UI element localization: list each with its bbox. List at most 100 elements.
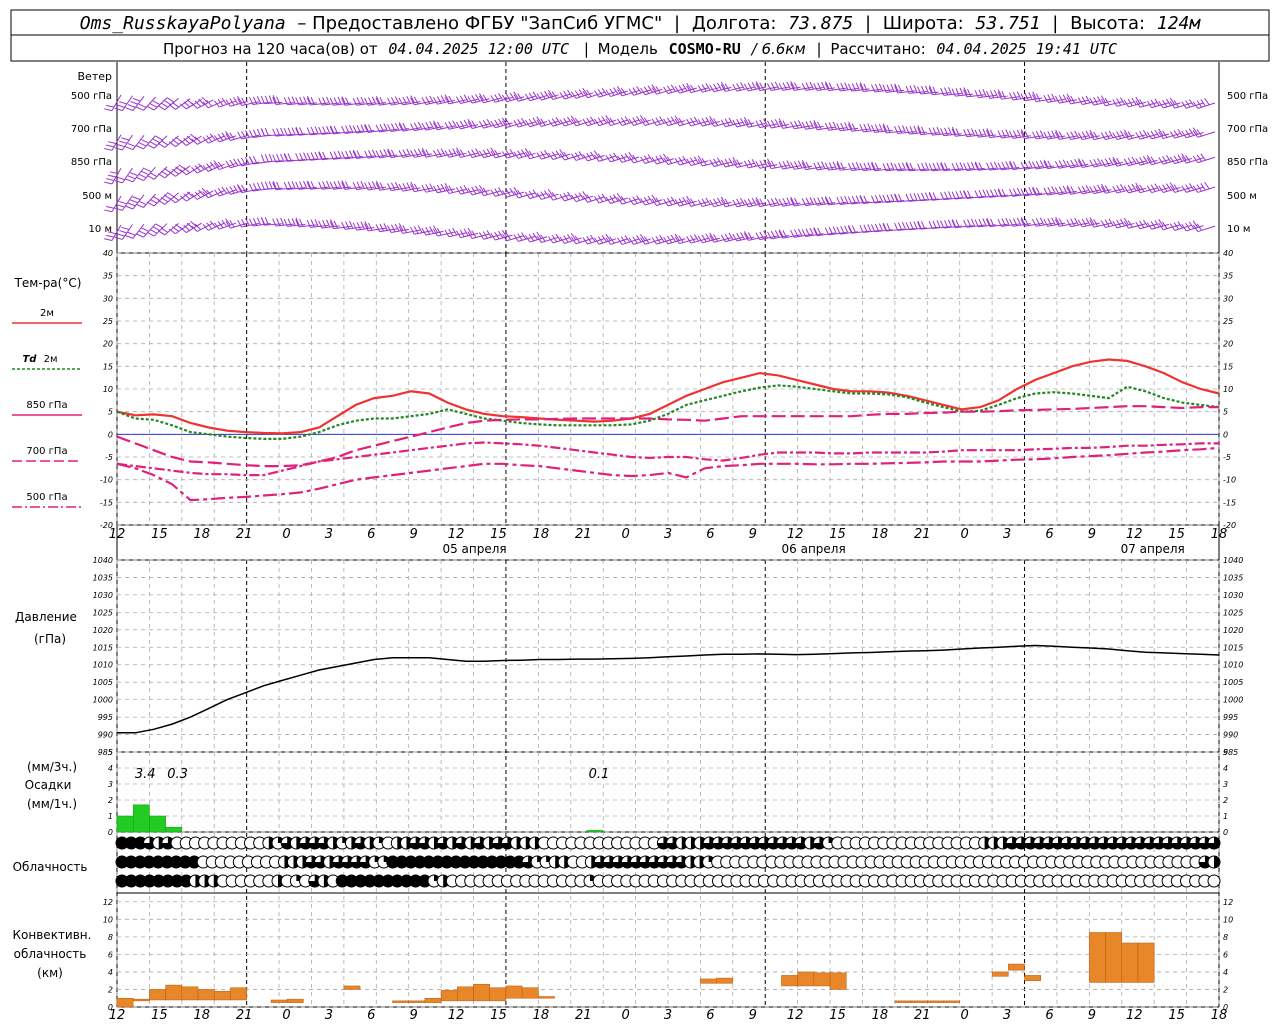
wind-barb-flag (963, 190, 968, 199)
wind-barb-flag (855, 82, 860, 91)
cloud-fill (467, 856, 480, 868)
wind-barb-flag (478, 184, 485, 193)
wind-barb-flag (244, 156, 250, 165)
wind-barb-flag (993, 89, 999, 98)
wind-barb-flag (524, 119, 531, 128)
cloud-symbol (115, 836, 129, 850)
wind-barb-staff (1139, 223, 1158, 230)
wind-barb-flag (778, 121, 784, 129)
cloud-fill (134, 837, 147, 849)
wind-barb-flag (241, 219, 246, 227)
wind-barb-flag (390, 182, 396, 191)
wind-barb-flag (801, 198, 807, 206)
wind-barb-flag (720, 84, 726, 92)
wind-barb-flag (252, 129, 258, 138)
wind-barb-flag (890, 162, 895, 171)
wind-barb-flag (390, 97, 396, 105)
cloud-symbol (124, 874, 138, 888)
y-tick-label-right: 1 (1223, 812, 1228, 821)
wind-barb-flag (264, 217, 269, 225)
cloud-symbol (611, 855, 625, 869)
header: Oms_RusskayaPolyana – Предоставлено ФГБУ… (10, 9, 1270, 62)
wind-barb-flag (536, 152, 542, 160)
y-tick-label-right: 5 (1223, 748, 1228, 757)
wind-barb-flag (828, 122, 834, 130)
wind-barb-staff (122, 224, 133, 240)
wind-barb-flag (444, 186, 450, 194)
wind-barb-flag (486, 119, 492, 127)
wind-barb-flag (104, 181, 113, 185)
hour-label-bottom: 18 (533, 1008, 550, 1023)
wind-barb-flag (913, 221, 918, 230)
wind-barb-flag (252, 183, 258, 191)
wind-barb-flag (817, 227, 822, 236)
wind-barb-flag (540, 151, 546, 159)
wind-barb-flag (318, 152, 323, 160)
wind-barb-staff (1128, 223, 1147, 229)
wind-barb-flag (390, 123, 396, 132)
wind-barb-flag (639, 115, 646, 123)
wind-barb-flag (368, 222, 373, 231)
wind-barb-flag (1181, 185, 1187, 193)
wind-barb-flag (894, 125, 899, 134)
wind-barb-flag (597, 236, 604, 244)
wind-barb-flag (1104, 97, 1110, 106)
wind-barb-flag (651, 194, 657, 202)
wind-barb-flag (498, 230, 504, 239)
wind-barb-flag (551, 151, 558, 159)
wind-barb-flag (528, 233, 535, 242)
wind-barb-flag (214, 189, 220, 197)
wind-barb-flag (410, 95, 415, 103)
wind-barb-staff (495, 234, 513, 241)
wind-barb-flag (628, 197, 634, 205)
y-tick-label: 0 (108, 430, 113, 439)
wind-barb-flag (104, 108, 113, 112)
wind-barb-flag (1062, 159, 1068, 168)
wind-barb-flag (701, 118, 707, 126)
wind-barb-flag (974, 90, 979, 98)
cloud-symbol (179, 874, 193, 888)
wind-barb-flag (229, 159, 235, 167)
wind-barb-flag (847, 162, 853, 171)
wind-barb-staff (196, 164, 214, 174)
cloud-symbol (332, 855, 346, 869)
wind-barb-flag (697, 158, 703, 167)
cloud-fill (1198, 837, 1211, 850)
wind-barb-flag (809, 120, 814, 129)
y-tick-label: 25 (103, 317, 113, 326)
wind-barb-flag (287, 218, 292, 227)
wind-barb-staff (644, 119, 663, 126)
wind-barb-flag (501, 190, 508, 198)
cloud-fill (1042, 837, 1055, 850)
wind-barb-staff (679, 120, 697, 127)
wind-barb-flag (921, 126, 926, 135)
wind-barb-flag (364, 150, 369, 159)
wind-barb-flag (225, 99, 231, 107)
wind-barb-flag (440, 183, 446, 192)
cloud-fill (188, 856, 201, 868)
wind-barb-flag (582, 191, 588, 199)
wind-barb-flag (1185, 100, 1191, 108)
wind-barb-flag (233, 158, 239, 166)
wind-barb-flag (1020, 161, 1025, 170)
wind-barb-flag (471, 120, 477, 128)
wind-barb-flag (786, 81, 791, 90)
wind-barb-flag (663, 153, 669, 161)
wind-barb-flag (379, 223, 384, 232)
wind-barb-flag (314, 126, 319, 135)
cloud-symbol (1060, 836, 1074, 850)
cloud-fill (437, 837, 450, 849)
y-tick-label: 1010 (93, 661, 113, 670)
cloud-symbol (133, 874, 147, 888)
wind-barb-flag (940, 163, 945, 171)
wind-barb-flag (398, 226, 404, 234)
wind-barb-flag (383, 123, 388, 131)
wind-barb-flag (509, 148, 515, 157)
wind-barb-flag (498, 118, 504, 126)
wind-barb-flag (157, 173, 166, 179)
wind-barb-staff (122, 167, 133, 184)
wind-barb-flag (478, 95, 485, 103)
wind-barb-flag (747, 232, 753, 240)
wind-barb-flag (455, 230, 461, 238)
wind-barb-flag (639, 233, 646, 242)
